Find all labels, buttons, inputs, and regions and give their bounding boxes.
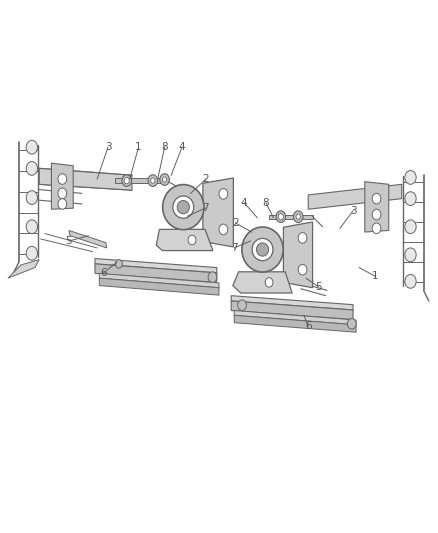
Polygon shape: [95, 259, 217, 273]
Circle shape: [219, 224, 228, 235]
Text: 3: 3: [350, 206, 357, 216]
Circle shape: [405, 192, 416, 206]
Circle shape: [293, 211, 303, 222]
Polygon shape: [115, 179, 167, 183]
Polygon shape: [95, 264, 217, 282]
Circle shape: [58, 199, 67, 209]
Polygon shape: [233, 272, 292, 293]
Text: 5: 5: [66, 236, 72, 246]
Circle shape: [26, 161, 38, 175]
Polygon shape: [39, 168, 132, 190]
Circle shape: [296, 214, 300, 219]
Circle shape: [148, 175, 158, 187]
Text: 8: 8: [263, 198, 269, 208]
Text: 7: 7: [202, 203, 208, 213]
Polygon shape: [231, 301, 353, 319]
Text: 2: 2: [203, 174, 209, 184]
Circle shape: [160, 174, 170, 185]
Circle shape: [298, 264, 307, 275]
Polygon shape: [231, 296, 353, 310]
Circle shape: [238, 300, 247, 311]
Ellipse shape: [162, 184, 204, 230]
Circle shape: [278, 214, 283, 220]
Ellipse shape: [173, 196, 194, 218]
Ellipse shape: [242, 227, 283, 272]
Circle shape: [405, 171, 416, 184]
Circle shape: [405, 248, 416, 262]
Circle shape: [219, 189, 228, 199]
Polygon shape: [203, 178, 233, 247]
Polygon shape: [156, 229, 213, 251]
Circle shape: [26, 220, 38, 233]
Circle shape: [26, 246, 38, 260]
Circle shape: [265, 278, 273, 287]
Circle shape: [372, 193, 381, 204]
Polygon shape: [51, 163, 73, 209]
Polygon shape: [234, 316, 356, 332]
Ellipse shape: [252, 238, 273, 261]
Polygon shape: [269, 215, 313, 219]
Polygon shape: [8, 260, 39, 278]
Circle shape: [116, 260, 122, 268]
Text: 4: 4: [241, 198, 247, 208]
Circle shape: [188, 235, 196, 245]
Circle shape: [405, 274, 416, 288]
Circle shape: [124, 177, 129, 184]
Text: 8: 8: [161, 142, 168, 152]
Circle shape: [347, 318, 356, 329]
Circle shape: [208, 272, 217, 282]
Circle shape: [58, 174, 67, 184]
Circle shape: [372, 223, 381, 233]
Circle shape: [162, 177, 167, 182]
Text: 2: 2: [232, 218, 239, 228]
Text: 3: 3: [105, 142, 111, 152]
Text: 6: 6: [100, 268, 107, 278]
Circle shape: [26, 140, 38, 154]
Text: 7: 7: [231, 243, 237, 253]
Text: 6: 6: [305, 321, 311, 331]
Circle shape: [405, 220, 416, 233]
Circle shape: [276, 211, 286, 222]
Circle shape: [372, 209, 381, 220]
Polygon shape: [308, 184, 402, 209]
Polygon shape: [234, 311, 356, 325]
Ellipse shape: [256, 243, 268, 256]
Polygon shape: [69, 230, 107, 248]
Text: 1: 1: [135, 142, 142, 152]
Circle shape: [122, 175, 131, 187]
Circle shape: [26, 191, 38, 205]
Polygon shape: [283, 222, 313, 288]
Text: 1: 1: [371, 271, 378, 281]
Text: 4: 4: [179, 142, 185, 152]
Polygon shape: [99, 273, 219, 288]
Circle shape: [151, 178, 155, 183]
Circle shape: [298, 232, 307, 243]
Text: 5: 5: [315, 281, 321, 292]
Polygon shape: [99, 278, 219, 295]
Polygon shape: [365, 182, 389, 232]
Ellipse shape: [177, 200, 189, 214]
Circle shape: [58, 188, 67, 199]
